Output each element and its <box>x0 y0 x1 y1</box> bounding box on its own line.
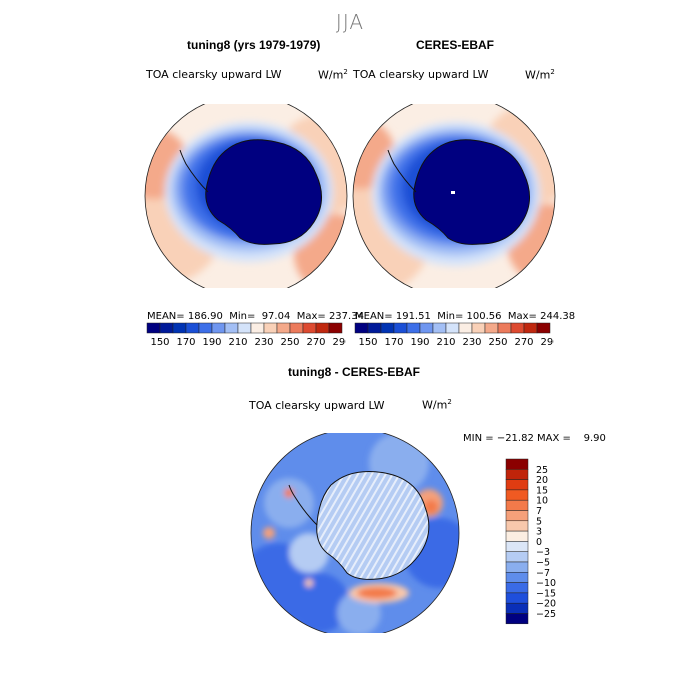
panel-1-colorbar-label: 150 <box>150 337 169 348</box>
panel-2-colorbar-swatch <box>432 322 447 334</box>
panel-2-colorbar-label: 250 <box>488 337 507 348</box>
panel-1-colorbar-swatch <box>211 322 226 334</box>
panel-1-polar-map <box>144 104 348 288</box>
panel-2-variable: TOA clearsky upward LW <box>353 68 489 81</box>
diff-colorbar-swatch <box>505 469 529 480</box>
panel-2-colorbar-swatch <box>367 322 382 334</box>
panel-2-colorbar-label: 170 <box>384 337 403 348</box>
diff-colorbar-swatch <box>505 602 529 614</box>
diff-colorbar-label: −25 <box>536 609 556 620</box>
diff-unit: W/m2 <box>422 398 452 412</box>
panel-1-stats: MEAN= 186.90 Min= 97.04 Max= 237.34 <box>147 311 364 322</box>
panel-2-colorbar-swatch <box>393 322 408 334</box>
diff-polar-map <box>250 433 460 633</box>
diff-colorbar-label: −15 <box>536 588 556 599</box>
panel-2-colorbar-swatch <box>484 322 499 334</box>
panel-2-title: CERES-EBAF <box>416 38 495 52</box>
panel-2-colorbar: 150 170 190 210 230 250 270 290 <box>354 322 554 348</box>
panel-1-field <box>145 104 347 288</box>
panel-1-colorbar-swatch <box>315 322 330 334</box>
panel-2-colorbar-label: 290 <box>540 337 554 348</box>
panel-1-colorbar-swatch <box>224 322 239 334</box>
diff-variable: TOA clearsky upward LW <box>249 399 385 412</box>
diff-colorbar-label: −5 <box>536 558 550 569</box>
diff-colorbar-label: −10 <box>536 578 556 589</box>
panel-1-colorbar-swatch <box>302 322 317 334</box>
panel-1-colorbar-label: 290 <box>332 337 346 348</box>
diff-colorbar-swatch <box>505 458 529 470</box>
season-title: JJA <box>335 10 365 34</box>
diff-colorbar-label: 0 <box>536 537 542 548</box>
panel-1-variable: TOA clearsky upward LW <box>146 68 282 81</box>
diff-colorbar-label: 3 <box>536 527 542 538</box>
panel-1-colorbar-label: 230 <box>254 337 273 348</box>
diff-colorbar-label: −7 <box>536 568 550 579</box>
panel-2-colorbar-swatch <box>406 322 421 334</box>
panel-1-colorbar-swatch <box>250 322 265 334</box>
diff-minmax: MIN = −21.82 MAX = 9.90 <box>463 433 606 444</box>
diff-field <box>251 433 459 633</box>
panel-1-colorbar-swatch <box>172 322 187 334</box>
diff-colorbar-label: −3 <box>536 547 550 558</box>
panel-2-colorbar-swatch <box>471 322 486 334</box>
diff-colorbar-swatch <box>505 592 529 604</box>
panel-2-colorbar-label: 210 <box>436 337 455 348</box>
panel-1-colorbar-swatch <box>159 322 174 334</box>
diff-colorbar-swatch <box>505 561 529 573</box>
panel-1-colorbar-label: 250 <box>280 337 299 348</box>
diff-colorbar-swatch <box>505 479 529 491</box>
panel-2-colorbar-swatch <box>445 322 460 334</box>
panel-2-colorbar-swatch <box>510 322 525 334</box>
diff-colorbar-label: −20 <box>536 599 556 610</box>
diff-colorbar-swatch <box>505 582 529 594</box>
panel-1-colorbar-swatch <box>289 322 304 334</box>
panel-2-unit: W/m2 <box>525 68 555 82</box>
diff-colorbar-swatch <box>505 541 529 552</box>
panel-1-title: tuning8 (yrs 1979-1979) <box>187 38 321 52</box>
diff-colorbar-label: 15 <box>536 485 548 496</box>
panel-1-colorbar-swatch <box>198 322 213 334</box>
panel-1-colorbar-swatch <box>146 322 161 334</box>
panel-2-colorbar-label: 190 <box>410 337 429 348</box>
panel-1-colorbar-swatch <box>185 322 200 334</box>
diff-colorbar-swatch <box>505 520 529 532</box>
diff-colorbar-swatch <box>505 551 529 563</box>
panel-2-colorbar-label: 270 <box>514 337 533 348</box>
panel-1-colorbar-label: 210 <box>228 337 247 348</box>
panel-2-colorbar-swatch <box>380 322 395 334</box>
panel-1-unit: W/m2 <box>318 68 348 82</box>
panel-2-colorbar-label: 150 <box>358 337 377 348</box>
panel-2-colorbar-swatch <box>458 322 473 334</box>
diff-colorbar-label: 7 <box>536 506 542 517</box>
panel-1-colorbar-swatch <box>237 322 252 334</box>
panel-1-colorbar-label: 170 <box>176 337 195 348</box>
panel-1-colorbar: 150 170 190 210 230 250 270 290 <box>146 322 346 348</box>
diff-colorbar-swatch <box>505 530 529 542</box>
diff-colorbar-swatch <box>505 613 529 625</box>
diff-colorbar-label: 5 <box>536 516 542 527</box>
panel-2-colorbar-swatch <box>354 322 369 334</box>
diff-colorbar-swatch <box>505 572 529 583</box>
panel-2-colorbar-label: 230 <box>462 337 481 348</box>
diff-colorbar-label: 25 <box>536 465 548 476</box>
diff-title: tuning8 - CERES-EBAF <box>288 365 420 379</box>
panel-2-field <box>353 104 555 288</box>
diff-colorbar-label: 20 <box>536 475 548 486</box>
diff-colorbar-swatch <box>505 499 529 511</box>
panel-1-colorbar-label: 270 <box>306 337 325 348</box>
panel-2-colorbar-swatch <box>419 322 434 334</box>
panel-1-colorbar-swatch <box>276 322 291 334</box>
panel-2-colorbar-swatch <box>536 322 551 334</box>
panel-1-colorbar-swatch <box>263 322 278 334</box>
diff-colorbar-swatch <box>505 489 529 501</box>
panel-2-stats: MEAN= 191.51 Min= 100.56 Max= 244.38 <box>355 311 576 322</box>
panel-2-polar-map <box>352 104 556 288</box>
diff-colorbar-swatch <box>505 510 529 522</box>
panel-1-colorbar-label: 190 <box>202 337 221 348</box>
panel-2-colorbar-swatch <box>497 322 512 334</box>
diff-colorbar-label: 10 <box>536 496 548 507</box>
panel-2-colorbar-swatch <box>523 322 538 334</box>
panel-1-colorbar-swatch <box>328 322 343 334</box>
